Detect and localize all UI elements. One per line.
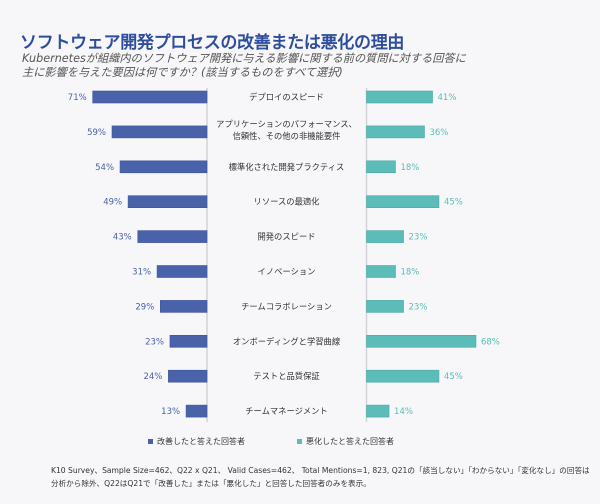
category-label: アプリケーションのパフォーマンス、 — [216, 119, 357, 129]
category-label: チームマネージメント — [245, 406, 328, 416]
data-label-worsened: 45% — [444, 198, 463, 208]
bar-improved — [169, 334, 208, 348]
data-label-worsened: 45% — [444, 372, 463, 382]
bar-worsened — [366, 334, 477, 348]
diverging-bar-chart: 71% 41% デプロイのスピード 59% 36% アプリケーションのパフォーマンス、信頼… — [68, 88, 500, 422]
bar-improved — [137, 230, 208, 243]
data-label-improved: 54% — [95, 163, 114, 173]
data-label-improved: 71% — [68, 93, 87, 103]
data-label-worsened: 18% — [400, 268, 419, 278]
category-label: デプロイのスピード — [249, 92, 324, 102]
legend-label-improved: 改善したと答えた回答者 — [157, 437, 245, 446]
bar-worsened — [366, 230, 404, 243]
data-label-worsened: 68% — [481, 337, 500, 347]
bar-worsened — [366, 404, 390, 418]
chart-title: ソフトウェア開発プロセスの改善または悪化の理由 — [20, 33, 405, 53]
bar-worsened — [366, 265, 396, 278]
legend-swatch-worsened — [297, 439, 302, 444]
legend-swatch-improved — [148, 439, 153, 444]
data-label-improved: 43% — [113, 233, 132, 243]
bar-improved — [119, 160, 208, 174]
data-label-worsened: 23% — [409, 302, 428, 312]
bar-worsened — [366, 90, 433, 104]
data-label-improved: 24% — [143, 372, 162, 382]
data-label-worsened: 41% — [438, 93, 457, 103]
category-label: 信頼性、その他の非機能要件 — [233, 131, 341, 141]
bar-improved — [111, 125, 208, 139]
data-label-worsened: 14% — [394, 407, 413, 417]
bar-improved — [160, 300, 208, 313]
data-label-improved: 31% — [132, 268, 151, 278]
data-label-improved: 29% — [135, 302, 154, 312]
bar-worsened — [366, 125, 425, 139]
bar-improved — [127, 195, 208, 208]
data-label-improved: 13% — [161, 407, 180, 417]
footnote-line-2: 分析から除外、Q22はQ21で「改善した」または「悪化した」と回答した回答者のみ… — [51, 479, 371, 488]
category-label: イノベーション — [258, 267, 316, 277]
category-label: リソースの最適化 — [254, 197, 320, 207]
footnote: K10 Survey、Sample Size=462、Q22 x Q21、 Va… — [51, 464, 596, 490]
category-label: 標準化された開発プラクティス — [229, 162, 345, 172]
bar-worsened — [366, 160, 396, 174]
data-label-improved: 23% — [145, 337, 164, 347]
category-label: テストと品質保証 — [253, 371, 319, 381]
bar-improved — [156, 265, 208, 278]
bar-improved — [185, 404, 208, 418]
data-label-worsened: 18% — [400, 163, 419, 173]
legend-label-worsened: 悪化したと答えた回答者 — [306, 437, 394, 446]
bar-worsened — [366, 195, 440, 208]
footnote-line-1: K10 Survey、Sample Size=462、Q22 x Q21、 Va… — [51, 466, 590, 475]
bar-worsened — [366, 369, 440, 383]
legend-item-improved: 改善したと答えた回答者 — [148, 436, 245, 447]
chart-subtitle: Kubernetesが組織内のソフトウェア開発に与える影響に関する前の質問に対す… — [22, 52, 482, 79]
subtitle-line-2: 主に影響を与えた要因は何ですか？(該当するものをすべて選択) — [22, 65, 343, 79]
legend-item-worsened: 悪化したと答えた回答者 — [297, 436, 394, 447]
bar-worsened — [366, 300, 404, 313]
bar-improved — [92, 90, 208, 104]
subtitle-line-1: Kubernetesが組織内のソフトウェア開発に与える影響に関する前の質問に対す… — [22, 52, 466, 65]
category-label: オンボーディングと学習曲線 — [233, 336, 340, 346]
category-label: チームコラボレーション — [241, 301, 332, 311]
category-label: 開発のスピード — [257, 232, 315, 242]
bar-improved — [168, 369, 208, 383]
data-label-improved: 49% — [103, 198, 122, 208]
data-label-worsened: 23% — [409, 233, 428, 243]
data-label-improved: 59% — [87, 128, 106, 138]
data-label-worsened: 36% — [429, 128, 448, 138]
